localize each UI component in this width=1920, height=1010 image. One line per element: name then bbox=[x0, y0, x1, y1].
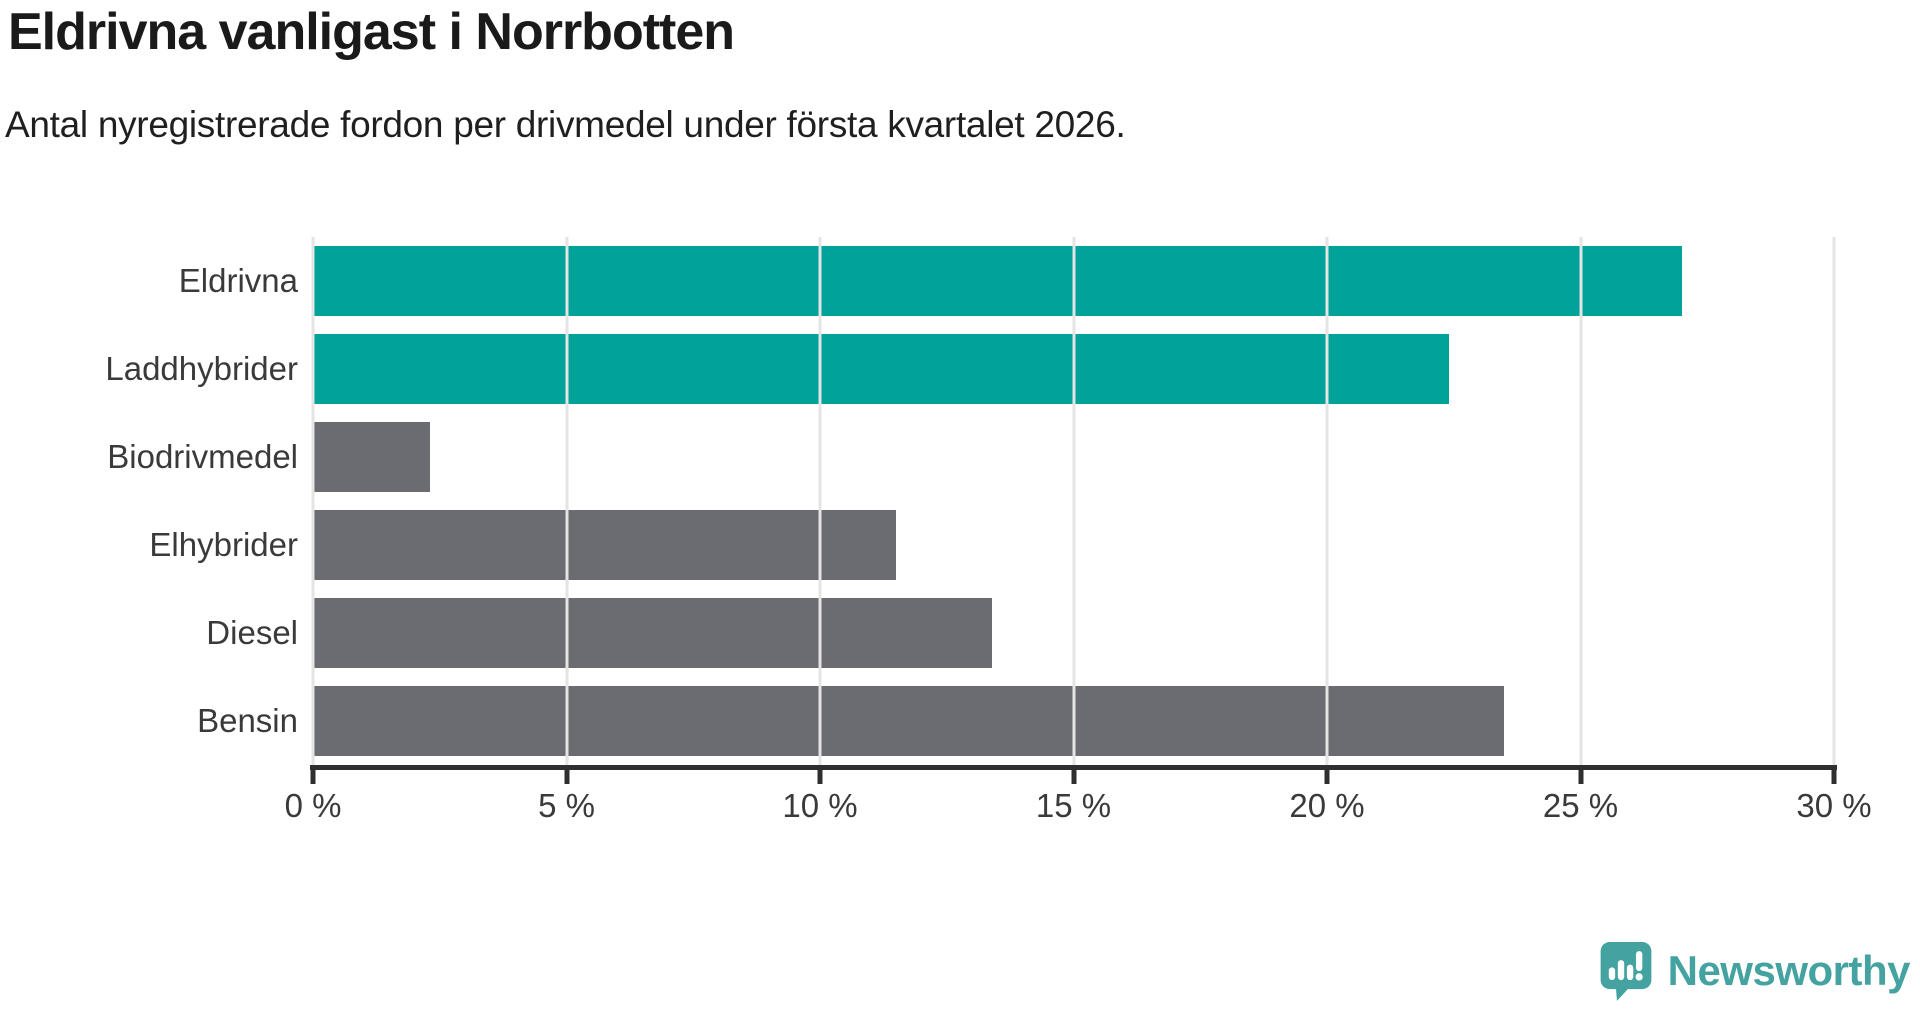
bar bbox=[313, 510, 897, 580]
category-label: Eldrivna bbox=[178, 262, 298, 299]
category-label: Elhybrider bbox=[149, 526, 298, 563]
axis-tick-label: 5 % bbox=[538, 787, 595, 824]
bar-track bbox=[313, 246, 1834, 316]
axis-tick bbox=[1831, 770, 1837, 784]
bar bbox=[313, 246, 1682, 316]
axis-tick bbox=[817, 770, 823, 784]
x-axis bbox=[310, 765, 1837, 784]
page-title: Eldrivna vanligast i Norrbotten bbox=[8, 3, 735, 61]
axis-tick-label: 30 % bbox=[1796, 787, 1872, 824]
bar-row-elhybrider: Elhybrider bbox=[0, 501, 1860, 589]
axis-tick bbox=[564, 770, 569, 784]
axis-tick-label: 10 % bbox=[782, 787, 858, 824]
x-axis-tick-labels: 0 % 5 % 10 % 15 % 20 % 25 % 30 % bbox=[285, 787, 1872, 827]
category-label: Laddhybrider bbox=[105, 350, 298, 387]
bar bbox=[313, 422, 430, 492]
bar-track bbox=[313, 422, 1834, 492]
bar-row-bensin: Bensin bbox=[0, 677, 1860, 765]
newsworthy-logo: Newsworthy bbox=[1597, 940, 1911, 1002]
category-label: Biodrivmedel bbox=[107, 438, 298, 475]
bar-row-eldrivna: Eldrivna bbox=[0, 237, 1860, 325]
bar bbox=[313, 334, 1449, 404]
bar-track bbox=[313, 598, 1834, 668]
bar bbox=[313, 686, 1505, 756]
newsworthy-icon bbox=[1600, 942, 1651, 1001]
bar bbox=[313, 598, 993, 668]
x-axis-line bbox=[310, 765, 1837, 770]
axis-tick-label: 20 % bbox=[1289, 787, 1365, 824]
axis-tick bbox=[1578, 770, 1583, 784]
category-label: Diesel bbox=[206, 614, 298, 651]
axis-tick bbox=[310, 770, 316, 784]
bar-track bbox=[313, 334, 1834, 404]
category-label: Bensin bbox=[197, 702, 298, 739]
axis-tick-label: 25 % bbox=[1542, 787, 1619, 824]
axis-tick-label: 15 % bbox=[1035, 787, 1112, 824]
bar-row-diesel: Diesel bbox=[0, 589, 1860, 677]
bar-track bbox=[313, 686, 1834, 756]
bar-track bbox=[313, 510, 1834, 580]
bar-row-biodrivmedel: Biodrivmedel bbox=[0, 413, 1860, 501]
chart-subtitle: Antal nyregistrerade fordon per drivmede… bbox=[5, 104, 1126, 145]
axis-tick bbox=[1324, 770, 1330, 784]
newsworthy-wordmark: Newsworthy bbox=[1667, 947, 1911, 994]
bar-chart: Eldrivna Laddhybrider Biodrivmedel Elhybrid… bbox=[0, 237, 1860, 765]
bar-row-laddhybrider: Laddhybrider bbox=[0, 325, 1860, 413]
axis-tick bbox=[1071, 770, 1076, 784]
axis-tick-label: 0 % bbox=[284, 787, 342, 824]
